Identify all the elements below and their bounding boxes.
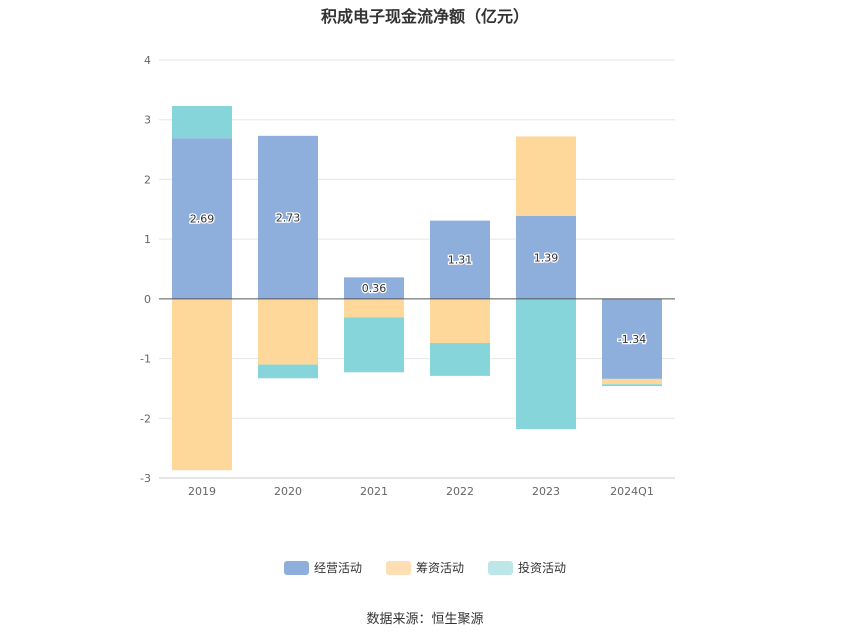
x-tick-label: 2023 [532,485,560,498]
bar-investing-2022 [430,343,490,376]
chart-title: 积成电子现金流净额（亿元） [320,7,529,26]
data-label-operating: 2.69 [190,213,215,226]
legend-label-financing: 筹资活动 [415,561,464,575]
bar-investing-2023 [516,298,576,430]
bar-investing-2019 [172,105,232,139]
data-source: 数据来源：恒生聚源 [366,612,484,627]
bar-investing-2020 [258,364,318,379]
y-tick-label: 2 [144,173,151,186]
bar-financing-2022 [430,298,490,344]
x-tick-label: 2022 [446,485,474,498]
bar-investing-2021 [344,317,404,373]
y-tick-label: 3 [144,114,151,127]
y-tick-label: 0 [144,293,151,306]
y-tick-label: -1 [140,353,151,366]
bar-financing-2019 [172,298,232,471]
data-label-operating: 0.36 [362,282,387,295]
bar-operating-2020 [258,135,318,299]
data-label-operating: -1.34 [618,333,646,346]
y-tick-label: 1 [144,233,151,246]
y-tick-label: 4 [144,54,151,67]
legend-item-financing[interactable]: 筹资活动 [385,559,464,576]
x-tick-label: 2020 [274,485,302,498]
y-tick-label: -2 [140,412,151,425]
legend-label-investing: 投资活动 [518,561,567,575]
bar-operating-2023 [516,215,576,299]
legend-item-operating[interactable]: 经营活动 [283,559,362,576]
bar-operating-2022 [430,220,490,299]
bar-operating-2021 [344,277,404,299]
legend-label-operating: 经营活动 [313,561,362,575]
chart-legend: 经营活动 筹资活动 投资活动 [0,559,850,576]
legend-item-investing[interactable]: 投资活动 [488,559,566,576]
legend-swatch-investing [488,560,513,575]
data-label-operating: 2.73 [276,211,301,224]
bar-operating-2024Q1 [602,298,662,379]
x-tick-label: 2021 [360,485,388,498]
y-tick-label: -3 [140,472,151,485]
bar-financing-2023 [516,136,576,216]
x-tick-label: 2019 [188,485,216,498]
bar-operating-2019 [172,138,232,299]
bar-investing-2024Q1 [602,384,662,387]
data-label-operating: 1.31 [448,254,473,267]
bar-financing-2024Q1 [602,378,662,385]
x-tick-label: 2024Q1 [610,485,654,498]
data-label-operating: 1.39 [534,251,559,264]
legend-swatch-financing [385,560,411,575]
bar-financing-2021 [344,298,404,318]
bar-financing-2020 [258,298,318,365]
legend-swatch-operating [283,560,309,575]
